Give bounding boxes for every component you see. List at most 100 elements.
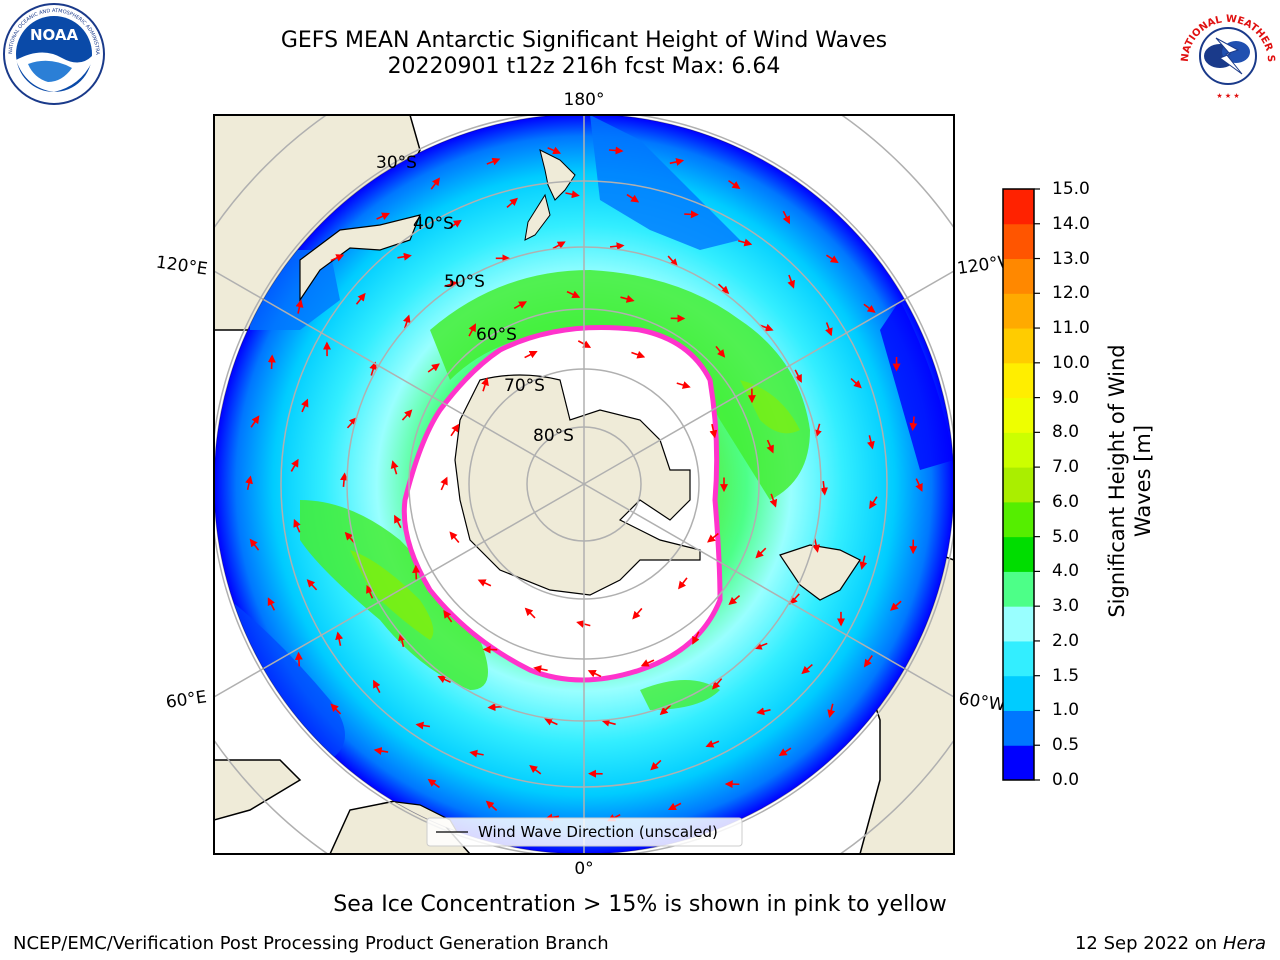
chart-title: GEFS MEAN Antarctic Significant Height o… xyxy=(280,28,888,53)
wind-wave-arrow xyxy=(330,703,342,715)
wind-wave-arrow xyxy=(430,177,440,190)
wind-wave-arrow xyxy=(669,158,685,166)
lat-label-60s: 60°S xyxy=(476,325,517,345)
wind-wave-arrow xyxy=(782,210,790,225)
colorbar-segment xyxy=(1003,536,1034,572)
colorbar-tick-label: 0.0 xyxy=(1052,770,1080,790)
wind-wave-arrow xyxy=(769,493,778,508)
map-legend: Wind Wave Direction (unscaled) xyxy=(426,817,743,847)
credit-text: NCEP/EMC/Verification Post Processing Pr… xyxy=(13,933,609,954)
wind-wave-arrow xyxy=(449,531,460,544)
lon-label-60e: 60°E xyxy=(165,687,208,712)
wind-wave-arrow xyxy=(820,481,828,496)
wind-wave-arrow xyxy=(524,607,536,619)
wind-wave-arrow xyxy=(427,363,440,373)
wind-wave-arrow xyxy=(344,531,356,544)
polar-map: 30°S 40°S 50°S 60°S 70°S 80°S Wind Wave … xyxy=(155,90,1016,879)
meridians xyxy=(214,115,954,854)
colorbar-tick-label: 15.0 xyxy=(1052,179,1090,199)
wind-wave-arrow xyxy=(813,423,822,438)
lon-label-120e: 120°E xyxy=(155,253,209,280)
wind-wave-arrow xyxy=(801,663,813,675)
wind-wave-arrow xyxy=(301,398,309,413)
wind-wave-arrow xyxy=(398,632,406,647)
colorbar-segment xyxy=(1003,397,1034,433)
wind-wave-arrow xyxy=(565,190,580,199)
colorbar-segment xyxy=(1003,710,1034,746)
wind-wave-arrow xyxy=(728,179,741,190)
wind-wave-arrow xyxy=(717,283,730,295)
wind-wave-arrow xyxy=(659,704,672,716)
wind-wave-arrow xyxy=(705,740,720,748)
colorbar-tick-label: 4.0 xyxy=(1052,561,1080,582)
wind-wave-arrow xyxy=(544,718,558,726)
wind-wave-arrow xyxy=(547,146,562,155)
australia-land xyxy=(299,214,421,302)
lon-label-180: 180° xyxy=(564,90,605,110)
wind-wave-arrows xyxy=(245,146,923,822)
wind-wave-arrow xyxy=(485,800,498,811)
colorbar-tick-label: 6.0 xyxy=(1052,491,1080,512)
wind-wave-arrow xyxy=(469,749,484,758)
wind-wave-arrow xyxy=(737,238,753,247)
colorbar-segment xyxy=(1003,223,1034,260)
wind-wave-arrow xyxy=(608,146,624,155)
wind-wave-arrow xyxy=(867,435,875,450)
wind-wave-arrow xyxy=(249,538,260,551)
date-credit: 12 Sep 2022 on Hera xyxy=(1075,933,1266,954)
colorbar-tick-label: 9.0 xyxy=(1052,387,1080,408)
lat-label-40s: 40°S xyxy=(413,214,454,234)
wind-wave-arrow xyxy=(529,765,542,775)
colorbar-tick-label: 7.0 xyxy=(1052,457,1080,478)
wind-wave-arrow xyxy=(267,354,276,370)
wind-wave-arrow xyxy=(609,242,625,251)
wind-wave-arrow xyxy=(481,377,489,392)
wind-wave-arrow xyxy=(487,703,503,712)
wind-wave-arrow xyxy=(825,322,833,337)
wind-wave-arrow xyxy=(650,759,662,771)
colorbar-segment xyxy=(1003,258,1034,294)
legend-label: Wind Wave Direction (unscaled) xyxy=(478,823,718,841)
colorbar-segment xyxy=(1003,675,1034,711)
wind-wave-arrow xyxy=(443,609,453,623)
wind-wave-arrow xyxy=(915,478,923,492)
wind-wave-arrow xyxy=(909,416,918,432)
wind-wave-arrow xyxy=(397,252,412,261)
wind-wave-arrow xyxy=(850,377,862,389)
wind-wave-arrow xyxy=(355,292,366,305)
colorbar-tick-label: 1.5 xyxy=(1052,665,1080,686)
colorbar-tick-label: 5.0 xyxy=(1052,526,1080,547)
wind-wave-arrow xyxy=(756,707,771,716)
wind-wave-arrow xyxy=(427,778,440,789)
wind-wave-arrow xyxy=(412,564,421,580)
wind-wave-arrow xyxy=(486,157,501,166)
wind-wave-arrow xyxy=(513,301,528,309)
wind-wave-arrow xyxy=(524,351,538,359)
wind-wave-arrow xyxy=(437,675,451,684)
wind-wave-arrow xyxy=(552,241,566,250)
wind-wave-arrow xyxy=(890,600,902,611)
colorbar-segment xyxy=(1003,640,1034,677)
wind-wave-arrow xyxy=(294,651,303,667)
wind-wave-arrow xyxy=(667,255,678,267)
wind-wave-arrow xyxy=(444,280,459,289)
wind-wave-arrow xyxy=(707,532,719,543)
wind-wave-arrow xyxy=(267,597,276,611)
colorbar-segment xyxy=(1003,189,1034,225)
wind-wave-arrow xyxy=(373,679,381,694)
host-text: Hera xyxy=(1222,933,1266,954)
colorbar-tick-label: 1.0 xyxy=(1052,700,1080,721)
wind-wave-arrow xyxy=(789,593,800,605)
wind-wave-arrow xyxy=(376,212,390,220)
wind-wave-arrow xyxy=(415,721,431,730)
svg-text:NOAA: NOAA xyxy=(30,26,79,44)
colorbar-segment xyxy=(1003,328,1034,364)
colorbar-segment xyxy=(1003,606,1034,642)
wind-wave-arrow xyxy=(684,210,699,219)
wind-wave-arrow xyxy=(449,219,462,229)
wind-wave-arrow xyxy=(340,472,349,487)
wind-wave-arrow xyxy=(566,290,581,298)
wind-wave-arrow xyxy=(620,295,635,303)
wind-wave-arrow xyxy=(293,518,301,533)
colorbar-tick-label: 13.0 xyxy=(1052,248,1090,269)
